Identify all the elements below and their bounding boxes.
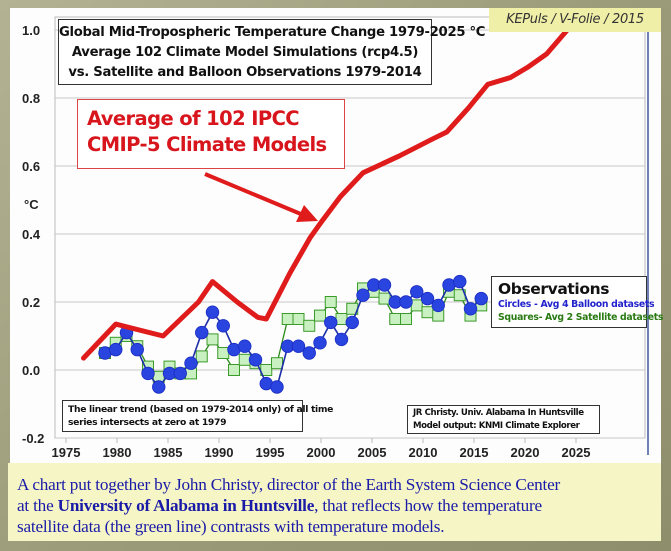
caption-text: at the	[17, 496, 58, 515]
x-tick-label: 1990	[205, 445, 234, 460]
balloon-point	[141, 366, 155, 381]
x-tick-label: 1980	[103, 445, 132, 460]
caption-line: satellite data (the green line) contrast…	[17, 517, 445, 536]
balloon-point	[356, 288, 370, 302]
trend-note-line: series intersects at zero at 1979	[68, 417, 227, 428]
balloon-point	[195, 325, 209, 340]
satellite-point	[281, 313, 294, 325]
x-tick-label: 2025	[562, 445, 591, 460]
balloon-point	[410, 285, 424, 299]
satellite-point	[335, 313, 348, 325]
balloon-point	[345, 315, 359, 330]
y-tick-label: 0.8	[22, 91, 40, 106]
caption-line: at the University of Alabama in Huntsvil…	[17, 495, 661, 516]
y-tick-label: 1.0	[22, 23, 40, 38]
satellite-point	[195, 350, 208, 363]
satellite-point	[303, 319, 316, 332]
satellite-point	[410, 299, 423, 312]
satellite-point	[217, 347, 230, 359]
caption-box: A chart put together by John Christy, di…	[8, 463, 661, 541]
annotation-arrow	[204, 172, 318, 222]
x-axis: 1975 1980 1985 1990 1995 2000 2005 2010 2015 2020…	[52, 438, 591, 460]
chart-title-line: vs. Satellite and Balloon Observations 1…	[68, 65, 422, 80]
x-tick-label: 2010	[409, 445, 438, 460]
credit-note-line: Model output: KNMI Climate Explorer	[413, 421, 580, 431]
balloon-point	[334, 332, 349, 347]
balloon-point	[399, 295, 413, 309]
balloon-point	[152, 380, 166, 394]
legend-entry-satellite: Squares- Avg 2 Satellite datasets	[498, 312, 664, 323]
chart-title-line: Global Mid-Tropospheric Temperature Chan…	[59, 25, 486, 40]
balloon-point	[463, 302, 478, 316]
balloon-point	[313, 336, 327, 350]
satellite-point	[421, 306, 434, 319]
balloon-point	[302, 346, 316, 360]
watermark-label: KEPuls / V-Folie / 2015	[489, 8, 661, 32]
balloon-point	[453, 274, 467, 289]
models-annotation-line: Average of 102 IPCC	[87, 107, 300, 130]
chart-title-line: Average 102 Climate Model Simulations (r…	[71, 45, 419, 60]
trend-note-line: The linear trend (based on 1979-2014 onl…	[68, 404, 334, 415]
balloon-point	[324, 315, 338, 330]
balloon-point	[184, 356, 198, 370]
legend-title: Observations	[498, 280, 610, 298]
satellite-point	[228, 364, 240, 376]
panel-border-line	[647, 25, 649, 455]
x-tick-label: 2020	[511, 445, 540, 460]
balloon-point	[270, 380, 284, 394]
satellite-point	[400, 313, 412, 325]
arrow-shaft	[204, 172, 309, 219]
credit-note-box: JR Christy. Univ. Alabama In Huntsville …	[407, 405, 600, 434]
balloon-point	[248, 353, 263, 367]
legend-box: Observations Circles - Avg 4 Balloon dat…	[491, 276, 664, 328]
legend-entry-balloon: Circles - Avg 4 Balloon datasets	[498, 299, 655, 310]
x-tick-label: 2015	[460, 445, 489, 460]
y-tick-label: 0.6	[22, 159, 40, 174]
trend-note-box: The linear trend (based on 1979-2014 onl…	[62, 400, 334, 432]
credit-note-line: JR Christy. Univ. Alabama In Huntsville	[413, 408, 584, 418]
balloon-point	[173, 366, 187, 381]
balloon-point	[130, 342, 144, 357]
balloon-point	[205, 305, 220, 319]
satellite-point	[389, 313, 402, 325]
balloon-point	[420, 291, 435, 306]
y-tick-label: 0.0	[22, 363, 40, 378]
satellite-point	[238, 353, 251, 366]
x-tick-label: 1985	[154, 445, 183, 460]
models-annotation-box: Average of 102 IPCC CMIP-5 Climate Model…	[77, 99, 345, 169]
balloon-point	[291, 339, 306, 353]
model-series	[81, 27, 570, 361]
y-axis-label: °C	[24, 197, 39, 212]
x-tick-label: 1995	[256, 445, 285, 460]
models-annotation-line: CMIP-5 Climate Models	[87, 133, 327, 156]
satellite-series	[99, 282, 488, 383]
balloon-point	[216, 319, 230, 333]
y-tick-label: 0.4	[22, 227, 41, 242]
caption-university: University of Alabama in Huntsville	[57, 496, 315, 515]
x-tick-label: 2000	[307, 445, 336, 460]
x-tick-label: 1975	[52, 445, 81, 460]
caption-line: A chart put together by John Christy, di…	[17, 475, 561, 494]
y-axis: 1.0 0.8 0.6 0.4 0.2 0.0 -0.2	[22, 23, 44, 446]
chart-title-box: Global Mid-Tropospheric Temperature Chan…	[58, 19, 486, 85]
balloon-point	[431, 298, 445, 313]
satellite-point	[271, 357, 283, 370]
satellite-point	[324, 296, 337, 308]
model-line	[81, 27, 570, 361]
satellite-point	[378, 292, 391, 305]
balloon-point	[109, 342, 123, 357]
caption-text: , that reflects how the temperature	[314, 496, 542, 515]
x-tick-label: 2005	[358, 445, 387, 460]
arrow-head	[296, 205, 318, 222]
satellite-point	[206, 333, 219, 346]
satellite-point	[292, 313, 305, 325]
satellite-point	[314, 309, 326, 322]
balloon-point	[238, 339, 252, 353]
y-tick-label: -0.2	[22, 431, 44, 446]
balloon-point	[474, 291, 488, 306]
balloon-point	[377, 278, 392, 292]
y-tick-label: 0.2	[22, 295, 40, 310]
